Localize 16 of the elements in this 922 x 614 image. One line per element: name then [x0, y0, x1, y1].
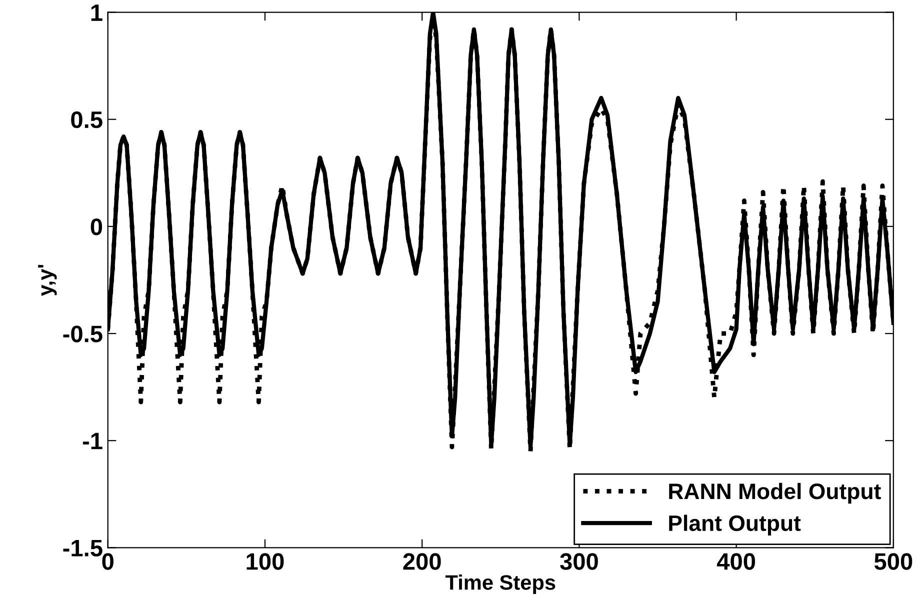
- x-tick-label: 200: [403, 553, 441, 570]
- legend-label: RANN Model Output: [669, 482, 881, 504]
- y-tick-label: -0.5: [63, 326, 102, 342]
- y-tick-label: -1: [82, 432, 102, 450]
- x-tick-label: 0: [102, 553, 114, 570]
- y-tick-label: 1: [91, 4, 102, 21]
- x-tick-label: 100: [246, 553, 284, 570]
- y-tick-label: -1.5: [63, 540, 102, 556]
- x-tick-label: 500: [874, 553, 912, 570]
- y-axis-title: y,y': [38, 264, 57, 296]
- y-tick-label: 0.5: [71, 111, 102, 128]
- x-tick-label: 400: [716, 553, 756, 570]
- x-tick-label: 300: [560, 553, 598, 570]
- y-tick-label: 0: [90, 218, 102, 236]
- x-axis-title: Time Steps: [445, 574, 556, 594]
- legend-label: Plant Output: [669, 514, 801, 536]
